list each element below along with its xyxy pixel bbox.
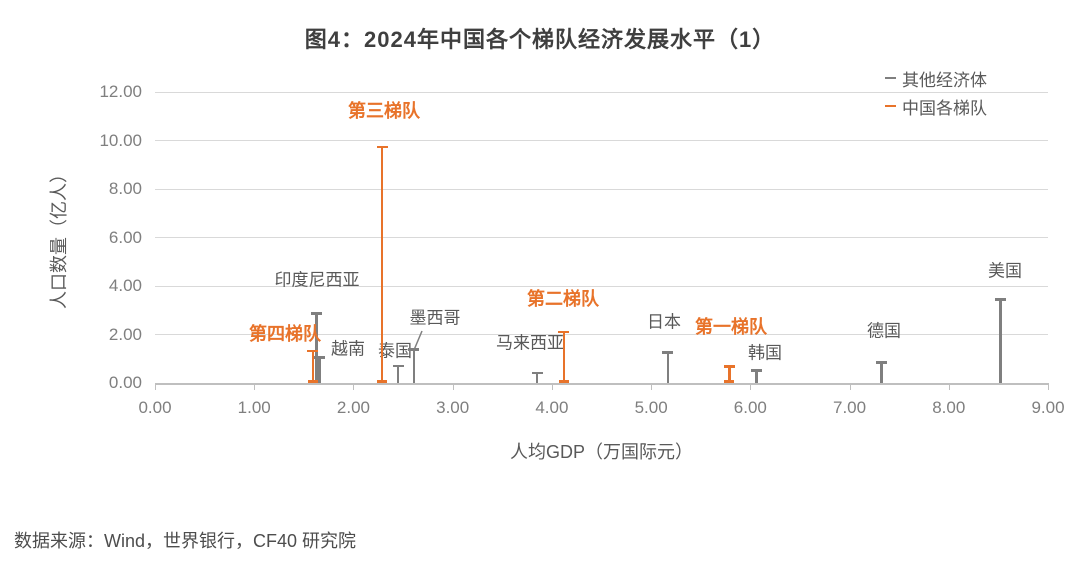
point-label-第四梯队: 第四梯队 [249, 324, 321, 344]
x-axis-tick [254, 384, 256, 390]
stem-cap-韩国 [750, 369, 762, 372]
point-label-第三梯队: 第三梯队 [348, 101, 420, 121]
stem-base-cap-第三梯队 [377, 380, 388, 383]
stem-cap-泰国 [392, 364, 404, 368]
stem-base-cap-第二梯队 [558, 380, 569, 383]
y-tick-label: 6.00 [108, 227, 142, 247]
stem-越南 [318, 357, 321, 383]
stem-base-cap-第一梯队 [724, 380, 735, 383]
x-tick-label: 1.00 [237, 398, 271, 417]
legend-label: 中国各梯队 [902, 98, 987, 118]
stem-cap-印度尼西亚 [311, 312, 323, 315]
point-label-第一梯队: 第一梯队 [695, 317, 767, 337]
x-tick-label: 3.00 [436, 398, 470, 417]
x-tick-label: 4.00 [535, 398, 569, 417]
point-label-印度尼西亚: 印度尼西亚 [274, 270, 360, 290]
x-axis-line [155, 383, 1049, 385]
stem-cap-第二梯队 [558, 330, 570, 334]
x-axis-tick [750, 384, 752, 390]
stem-cap-德国 [875, 361, 887, 364]
gridline-y-6 [155, 237, 1048, 238]
legend: 其他经济体中国各梯队 [885, 64, 987, 120]
point-label-墨西哥: 墨西哥 [409, 308, 461, 328]
legend-marker-icon [885, 104, 896, 108]
stem-日本 [666, 352, 670, 383]
y-tick-label: 0.00 [108, 373, 142, 392]
x-axis-title: 人均GDP（万国际元） [509, 442, 693, 462]
x-tick-label: 6.00 [733, 398, 767, 417]
stem-base-cap-第四梯队 [307, 380, 318, 383]
gridline-y-2 [155, 334, 1048, 335]
y-tick-label: 10.00 [99, 130, 142, 150]
point-label-美国: 美国 [988, 261, 1022, 281]
x-tick-label: 7.00 [833, 398, 867, 417]
gridline-y-10 [155, 140, 1048, 141]
x-tick-label: 5.00 [634, 398, 668, 417]
stem-cap-美国 [994, 298, 1006, 301]
point-label-韩国: 韩国 [748, 343, 782, 363]
point-label-越南: 越南 [331, 339, 365, 359]
stem-马来西亚 [535, 373, 539, 383]
x-axis-tick [1048, 384, 1049, 390]
legend-item-1: 中国各梯队 [885, 92, 987, 120]
gridline-y-4 [155, 285, 1048, 287]
point-label-泰国: 泰国 [378, 341, 412, 361]
stem-cap-第四梯队 [307, 349, 319, 353]
x-tick-label: 9.00 [1031, 398, 1065, 417]
stem-第三梯队 [380, 147, 384, 383]
stem-cap-越南 [314, 356, 326, 359]
stem-cap-第三梯队 [376, 145, 388, 149]
stem-印度尼西亚 [315, 313, 318, 383]
stem-第一梯队 [728, 366, 731, 383]
stem-美国 [999, 299, 1002, 383]
point-label-日本: 日本 [647, 312, 681, 332]
x-tick-label: 0.00 [138, 398, 172, 417]
point-label-马来西亚: 马来西亚 [496, 333, 564, 353]
stem-第二梯队 [562, 332, 566, 383]
chart-title: 图4：2024年中国各个梯队经济发展水平（1） [304, 27, 776, 52]
y-axis-title: 人口数量（亿人） [49, 165, 69, 309]
x-axis-tick [353, 384, 355, 390]
stem-泰国 [396, 366, 400, 383]
stem-德国 [880, 362, 883, 383]
point-label-第二梯队: 第二梯队 [527, 289, 599, 309]
x-axis-tick [948, 384, 950, 390]
x-tick-label: 2.00 [336, 398, 370, 417]
stem-cap-马来西亚 [531, 371, 543, 375]
x-axis-tick [651, 384, 653, 390]
x-axis-tick [849, 384, 851, 390]
x-axis-tick [155, 384, 156, 390]
stem-韩国 [755, 370, 758, 383]
stem-cap-墨西哥 [408, 348, 420, 351]
gridline-y-12 [155, 91, 1048, 93]
y-tick-label: 2.00 [108, 324, 142, 344]
x-tick-label: 8.00 [932, 398, 966, 417]
x-axis-tick [452, 384, 454, 390]
stem-第四梯队 [311, 351, 314, 383]
y-tick-label: 12.00 [99, 82, 142, 101]
x-axis-tick [551, 384, 553, 390]
legend-item-0: 其他经济体 [885, 64, 987, 92]
source-note: 数据来源：Wind，世界银行，CF40 研究院 [14, 531, 357, 551]
y-tick-label: 4.00 [108, 276, 142, 295]
gridline-y-8 [155, 188, 1048, 190]
legend-marker-icon [885, 76, 896, 80]
stem-墨西哥 [412, 349, 416, 383]
stem-cap-日本 [662, 351, 674, 354]
point-label-德国: 德国 [867, 321, 901, 341]
legend-label: 其他经济体 [902, 70, 987, 90]
stem-cap-第一梯队 [723, 365, 735, 368]
y-tick-label: 8.00 [108, 179, 142, 198]
